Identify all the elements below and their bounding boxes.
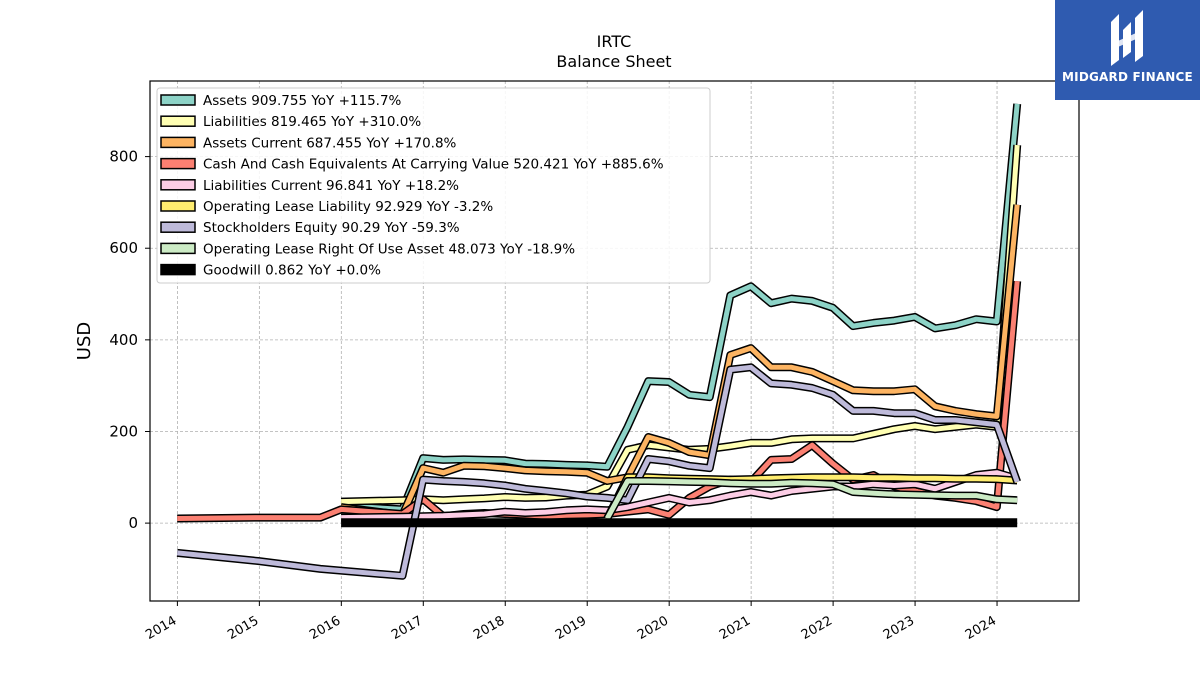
legend-label: Liabilities Current 96.841 YoY +18.2% (203, 178, 459, 194)
legend-item: Cash And Cash Equivalents At Carrying Va… (160, 157, 664, 173)
y-tick-label: 600 (109, 239, 138, 257)
series-line (340, 103, 1020, 512)
legend-label: Cash And Cash Equivalents At Carrying Va… (203, 157, 664, 173)
legend-item: Operating Lease Liability 92.929 YoY -3.… (160, 199, 493, 215)
legend-label: Liabilities 819.465 YoY +310.0% (203, 114, 421, 130)
x-tick-label: 2019 (553, 613, 589, 643)
x-tick-label: 2015 (225, 613, 261, 643)
x-tick-label: 2018 (471, 613, 507, 643)
y-tick-label: 0 (128, 514, 138, 532)
logo-text: MIDGARD FINANCE (1062, 70, 1193, 84)
legend-swatch (160, 221, 196, 233)
x-tick-label: 2017 (389, 613, 425, 643)
chart-subtitle: Balance Sheet (556, 52, 671, 71)
series-line-outline (176, 363, 1021, 580)
series-line (341, 144, 1020, 505)
legend-label: Goodwill 0.862 YoY +0.0% (203, 263, 381, 279)
y-tick-label: 800 (109, 148, 138, 166)
logo-mark-icon (1111, 10, 1143, 66)
legend-item: Liabilities 819.465 YoY +310.0% (160, 114, 421, 130)
y-tick-label: 400 (109, 331, 138, 349)
legend-box (156, 87, 711, 284)
x-tick-label: 2020 (635, 613, 671, 643)
legend-swatch (160, 157, 196, 170)
series-assets (340, 103, 1022, 514)
series-line (605, 478, 1018, 520)
series-line (340, 204, 1020, 518)
legend-item: Assets Current 687.455 YoY +170.8% (160, 135, 457, 151)
plot-frame (149, 80, 1080, 602)
legend-swatch (160, 200, 196, 212)
y-axis-label: USD (74, 322, 95, 360)
legend-swatch (160, 242, 196, 255)
legend-label: Operating Lease Right Of Use Asset 48.07… (203, 241, 575, 257)
series-operating-lease-right-of-use-asset (603, 477, 1018, 521)
legend-swatch (160, 94, 196, 106)
legend-item: Stockholders Equity 90.29 YoY -59.3% (160, 220, 460, 236)
series-layer (176, 103, 1022, 580)
legend: Assets 909.755 YoY +115.7% Liabilities 81… (156, 87, 711, 284)
series-assets-current (340, 204, 1022, 519)
legend-swatch (160, 179, 196, 191)
chart-title: IRTC (597, 32, 632, 51)
legend-swatch (160, 115, 196, 127)
legend-label: Assets 909.755 YoY +115.7% (203, 93, 402, 109)
y-tick-label: 200 (109, 422, 138, 440)
series-liabilities-current (341, 468, 1019, 522)
midgard-finance-logo: MIDGARD FINANCE (1055, 0, 1200, 100)
legend-item: Goodwill 0.862 YoY +0.0% (160, 263, 381, 279)
x-tick-label: 2021 (717, 613, 753, 643)
x-tick-label: 2023 (881, 613, 917, 643)
x-tick-label: 2024 (963, 613, 999, 643)
series-line (341, 470, 1018, 521)
x-tick-label: 2014 (143, 613, 179, 643)
legend-item: Liabilities Current 96.841 YoY +18.2% (160, 178, 459, 194)
legend-swatch (160, 136, 196, 149)
series-liabilities (341, 144, 1022, 506)
legend-label: Assets Current 687.455 YoY +170.8% (203, 135, 457, 151)
x-tick-label: 2022 (799, 613, 835, 643)
series-stockholders-equity (176, 363, 1021, 580)
legend-swatch (160, 263, 196, 276)
legend-label: Stockholders Equity 90.29 YoY -59.3% (203, 220, 460, 236)
legend-item: Operating Lease Right Of Use Asset 48.07… (160, 241, 575, 257)
legend-label: Operating Lease Liability 92.929 YoY -3.… (203, 199, 493, 215)
series-line (176, 364, 1020, 579)
legend-item: Assets 909.755 YoY +115.7% (160, 93, 402, 109)
x-tick-label: 2016 (307, 613, 343, 643)
